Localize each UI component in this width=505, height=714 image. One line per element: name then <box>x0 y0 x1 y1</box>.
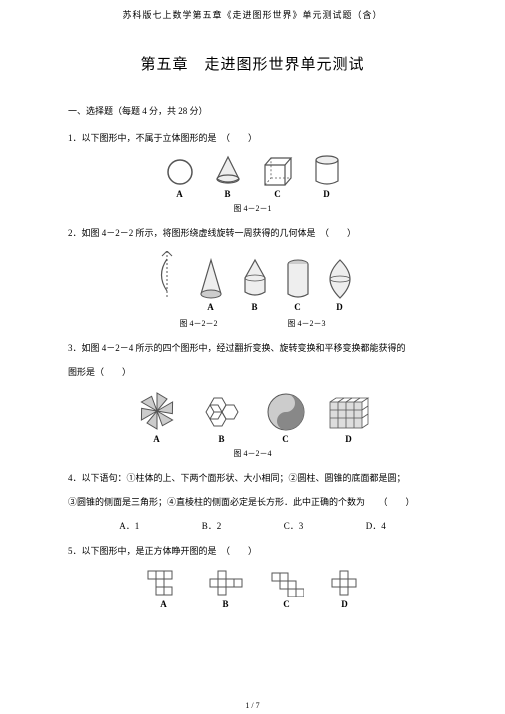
opt-d: D．4 <box>366 519 386 532</box>
hexagon-tile <box>200 392 244 432</box>
solid-c <box>286 258 310 300</box>
label-a: A <box>207 302 214 312</box>
label-d: D <box>323 189 330 199</box>
solid-a <box>198 258 224 300</box>
circle-shape <box>165 157 195 187</box>
content-area: 一、选择题（每题 4 分，共 28 分） 1．以下图形中，不属于立体图形的是 （… <box>0 104 505 609</box>
label-b: B <box>251 302 257 312</box>
question-4-line1: 4．以下语句：①柱体的上、下两个面形状、大小相同；②圆柱、圆锥的底面都是圆； <box>68 471 437 485</box>
label-d: D <box>341 599 348 609</box>
grid-shape <box>328 396 370 432</box>
net-c <box>270 571 304 597</box>
label-a: A <box>160 599 167 609</box>
cone-shape <box>213 155 243 187</box>
opt-b: B．2 <box>202 519 222 532</box>
opt-c: C．3 <box>284 519 304 532</box>
net-a <box>146 569 182 597</box>
question-4-line2: ③圆锥的侧面是三角形；④直棱柱的侧面必定是长方形．此中正确的个数为 （ ） <box>68 495 437 509</box>
yinyang-shape <box>266 392 306 432</box>
label-c: C <box>283 599 290 609</box>
page-title: 第五章 走进图形世界单元测试 <box>0 53 505 74</box>
figure-row-3: A B C D <box>68 390 437 444</box>
caption-2a: 图 4－2－2 <box>180 318 218 329</box>
doc-header: 苏科版七上数学第五章《走进图形世界》单元测试题（含） <box>0 0 505 21</box>
net-b <box>208 569 244 597</box>
solid-d <box>328 258 352 300</box>
caption-1: 图 4－2－1 <box>68 203 437 214</box>
cube-shape <box>261 155 295 187</box>
label-c: C <box>274 189 281 199</box>
cylinder-shape <box>313 155 341 187</box>
question-2: 2．如图 4－2－2 所示，将图形绕虚线旋转一周获得的几何体是 （ ） <box>68 226 437 240</box>
solid-b <box>242 258 268 300</box>
caption-2b: 图 4－2－3 <box>288 318 326 329</box>
label-a: A <box>153 434 160 444</box>
opt-a: A．1 <box>119 519 139 532</box>
figure-row-2: A B C D <box>68 251 437 312</box>
label-c: C <box>294 302 301 312</box>
section-heading: 一、选择题（每题 4 分，共 28 分） <box>68 104 437 117</box>
label-d: D <box>345 434 352 444</box>
options-4: A．1 B．2 C．3 D．4 <box>68 519 437 532</box>
question-5: 5．以下图形中，是正方体睁开图的是 （ ） <box>68 544 437 558</box>
label-c: C <box>282 434 289 444</box>
pinwheel-shape <box>136 390 178 432</box>
question-3-line2: 图形是（ ） <box>68 365 437 379</box>
caption-3: 图 4－2－4 <box>68 448 437 459</box>
label-b: B <box>222 599 228 609</box>
rotation-source <box>154 251 180 299</box>
question-1: 1．以下图形中，不属于立体图形的是 （ ） <box>68 131 437 145</box>
page-number: 1 / 7 <box>0 701 505 710</box>
question-3-line1: 3．如图 4－2－4 所示的四个图形中，经过翻折变换、旋转变换和平移变换都能获得… <box>68 341 437 355</box>
label-a: A <box>176 189 183 199</box>
figure-row-5: A B C D <box>68 569 437 609</box>
label-d: D <box>336 302 343 312</box>
label-b: B <box>218 434 224 444</box>
label-b: B <box>224 189 230 199</box>
figure-row-1: A B C D <box>68 155 437 199</box>
net-d <box>330 569 360 597</box>
